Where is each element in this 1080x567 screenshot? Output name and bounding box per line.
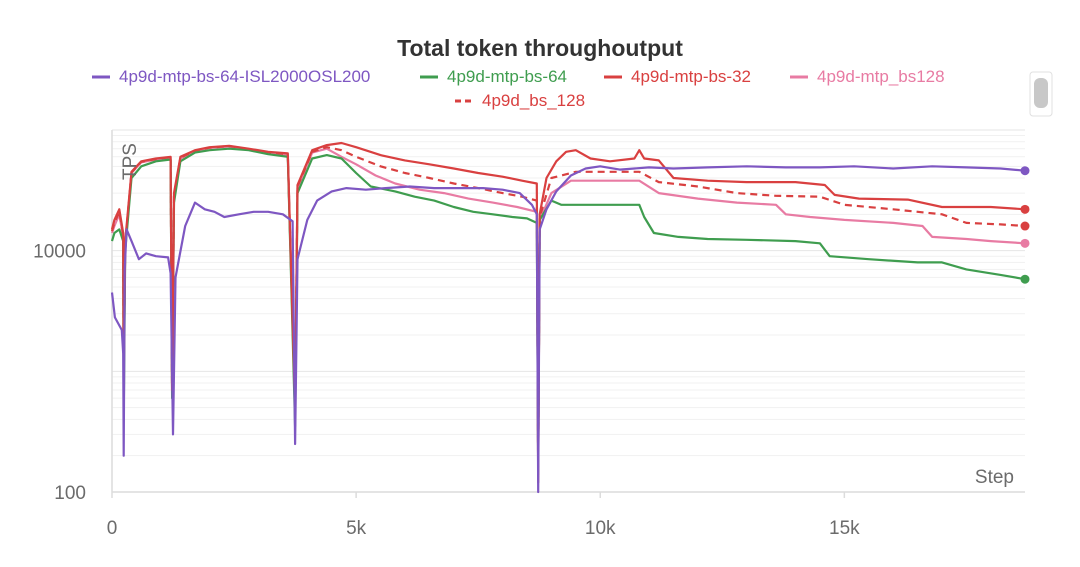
legend-label: 4p9d-mtp-bs-64	[447, 67, 567, 86]
legend-label: 4p9d-mtp-bs-64-ISL2000OSL200	[119, 67, 370, 86]
series-end-marker	[1020, 274, 1030, 284]
series-line-4p9d-mtp-bs-64-ISL2000OSL200	[110, 165, 1026, 494]
legend-item[interactable]: 4p9d-mtp-bs-32	[604, 67, 751, 86]
series-layer	[110, 141, 1026, 494]
legend-label: 4p9d_bs_128	[482, 91, 585, 110]
legend: 4p9d-mtp-bs-64-ISL2000OSL200 4p9d-mtp-bs-…	[92, 67, 945, 110]
x-axis-label: Step	[975, 467, 1014, 488]
legend-item[interactable]: 4p9d-mtp-bs-64-ISL2000OSL200	[92, 67, 370, 86]
x-tick-label: 0	[107, 518, 118, 539]
chart-title: Total token throughoutput	[397, 35, 683, 61]
axes: 0 5k 10k 15k 100 10000	[33, 130, 1025, 539]
series-end-marker	[1020, 166, 1030, 176]
legend-label: 4p9d-mtp-bs-32	[631, 67, 751, 86]
x-tick-label: 10k	[585, 518, 616, 539]
y-tick-label: 10000	[33, 242, 86, 263]
series-end-marker	[1020, 204, 1030, 214]
series-end-marker	[1020, 221, 1030, 231]
series-line-4p9d-mtp-bs-64	[110, 147, 1026, 472]
series-end-marker	[1020, 238, 1030, 248]
grid	[112, 129, 1025, 493]
legend-item[interactable]: 4p9d_bs_128	[455, 91, 585, 110]
legend-scrollbar[interactable]	[1029, 71, 1053, 117]
series-line-4p9d_bs_128	[110, 145, 1026, 476]
x-tick-label: 15k	[829, 518, 860, 539]
x-tick-label: 5k	[346, 518, 367, 539]
legend-item[interactable]: 4p9d-mtp-bs-64	[420, 67, 567, 86]
series-line-4p9d-mtp-bs-32	[110, 141, 1026, 484]
scrollbar-thumb[interactable]	[1034, 78, 1048, 108]
end-markers	[1020, 166, 1030, 284]
legend-item[interactable]: 4p9d-mtp_bs128	[790, 67, 945, 86]
y-axis-label: TPS	[120, 143, 141, 180]
y-tick-label: 100	[54, 483, 86, 504]
legend-label: 4p9d-mtp_bs128	[817, 67, 945, 86]
